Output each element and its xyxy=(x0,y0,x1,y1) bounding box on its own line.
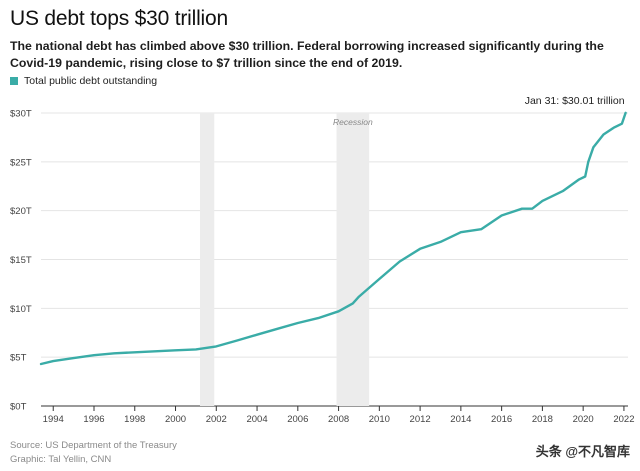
y-tick-label: $10T xyxy=(10,304,32,315)
x-tick-label: 2000 xyxy=(165,414,186,425)
y-axis: $0T $5T $10T $15T $20T $25T $30T xyxy=(10,109,32,413)
x-tick-label: 2018 xyxy=(532,414,553,425)
source-text: Source: US Department of the Treasury xyxy=(10,440,177,451)
recession-label: Recession xyxy=(333,117,373,127)
annotation-label: Jan 31: $30.01 trillion xyxy=(525,95,625,107)
gridlines xyxy=(41,112,628,407)
legend-swatch xyxy=(10,77,18,85)
x-tick-label: 1996 xyxy=(83,414,104,425)
x-tick-label: 2004 xyxy=(246,414,267,425)
x-tick-label: 2020 xyxy=(573,414,594,425)
x-tick-label: 2012 xyxy=(410,414,431,425)
y-tick-label: $15T xyxy=(10,255,32,266)
x-tick-label: 2002 xyxy=(206,414,227,425)
graphic-credit: Graphic: Tal Yellin, CNN xyxy=(10,454,112,465)
x-tick-label: 2022 xyxy=(613,414,634,425)
x-tick-label: 2010 xyxy=(369,414,390,425)
chart-title: US debt tops $30 trillion xyxy=(10,7,228,30)
y-tick-label: $25T xyxy=(10,157,32,168)
series-layer xyxy=(39,111,627,366)
x-tick-label: 2016 xyxy=(491,414,512,425)
y-tick-label: $5T xyxy=(10,353,27,364)
x-tick-label: 2008 xyxy=(328,414,349,425)
recession-band xyxy=(336,113,370,406)
recession-shading: Recession xyxy=(199,113,373,406)
y-tick-label: $0T xyxy=(10,402,27,413)
x-tick-label: 2006 xyxy=(287,414,308,425)
recession-band xyxy=(199,113,215,406)
legend: Total public debt outstanding xyxy=(10,75,157,87)
legend-label: Total public debt outstanding xyxy=(24,75,158,87)
y-tick-label: $20T xyxy=(10,206,32,217)
source-note: Source: US Department of the Treasury Gr… xyxy=(10,439,177,467)
watermark: 头条 @不凡智库 xyxy=(535,444,630,459)
debt-series-line xyxy=(39,111,627,366)
x-axis: 1994 1996 1998 2000 2002 2004 2006 2008 2010 2012… xyxy=(43,406,634,425)
x-tick-label: 1998 xyxy=(124,414,145,425)
x-tick-label: 1994 xyxy=(43,414,64,425)
chart-subtitle: The national debt has climbed above $30 … xyxy=(10,39,604,70)
annotations: Jan 31: $30.01 trillion xyxy=(525,95,625,107)
y-tick-label: $30T xyxy=(10,109,32,120)
x-tick-label: 2014 xyxy=(450,414,471,425)
